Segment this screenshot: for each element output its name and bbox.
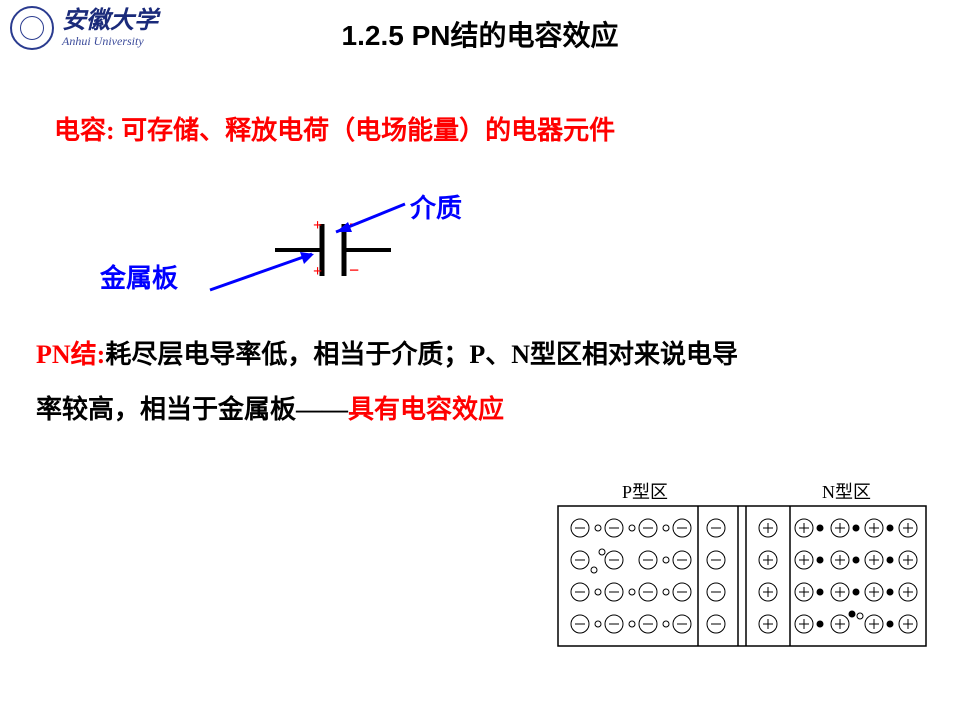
slide-title: 1.2.5 PN结的电容效应 [0,14,960,54]
pn-lead: PN结: [36,340,105,369]
svg-text:−: − [349,260,359,280]
label-dielectric: 介质 [410,188,462,225]
svg-text:+: + [313,263,322,280]
n-region-label: N型区 [822,482,871,502]
capacitor-symbol-diagram: + + − − [100,180,600,320]
label-metal-plate: 金属板 [100,258,178,295]
pn-region-figure: P型区 N型区 [552,480,932,660]
pn-body-2: 率较高，相当于金属板—— [36,395,348,424]
pn-body-1: 耗尽层电导率低，相当于介质；P、N型区相对来说电导 [105,340,738,369]
svg-text:+: + [313,217,322,234]
pn-paragraph: PN结:耗尽层电导率低，相当于介质；P、N型区相对来说电导 率较高，相当于金属板… [36,328,924,437]
p-region-label: P型区 [622,482,668,502]
capacitor-definition: 电容: 可存储、释放电荷（电场能量）的电器元件 [54,110,615,147]
pn-emphasis: 具有电容效应 [348,395,504,424]
